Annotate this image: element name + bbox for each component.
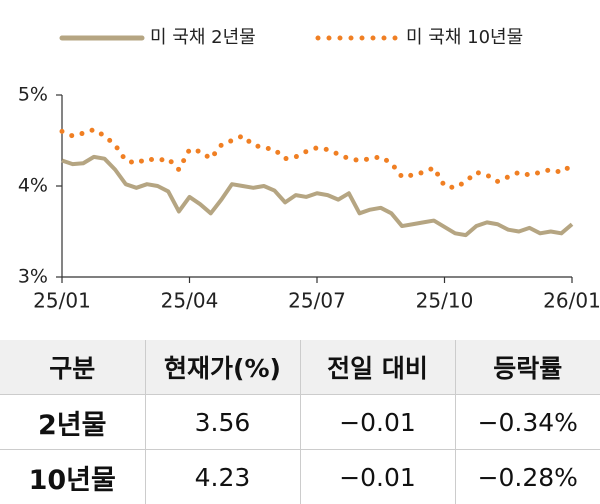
cell: 3.56 bbox=[144, 394, 300, 450]
header-row: 구분 현재가(%) 전일 대비 등락률 bbox=[0, 340, 600, 395]
series-line bbox=[61, 154, 574, 238]
cell: −0.28% bbox=[454, 449, 600, 504]
table-row: 2년물 3.56 −0.01 −0.34% bbox=[0, 394, 600, 450]
legend-label: 미 국채 2년물 bbox=[150, 27, 256, 48]
header-cell: 전일 대비 bbox=[299, 340, 455, 395]
y-tick-label: 3% bbox=[18, 266, 48, 288]
x-tick-label: 25/10 bbox=[416, 289, 474, 313]
header-cell: 등락률 bbox=[454, 340, 600, 395]
cell: −0.34% bbox=[454, 394, 600, 450]
price-table: 구분 현재가(%) 전일 대비 등락률 2년물 3.56 −0.01 −0.34… bbox=[0, 340, 600, 504]
row-label: 10년물 bbox=[0, 449, 145, 504]
chart: 3% 4% 5% 25/01 25/04 25/07 25/10 26/01 미 국채 2년물 미… bbox=[18, 27, 600, 313]
cell: −0.01 bbox=[299, 449, 455, 504]
cell: 4.23 bbox=[144, 449, 300, 504]
x-tick-label: 25/04 bbox=[161, 289, 219, 313]
series-line bbox=[59, 127, 575, 191]
row-label: 2년물 bbox=[0, 394, 145, 450]
x-tick-label: 25/07 bbox=[288, 289, 346, 313]
y-tick-label: 4% bbox=[18, 175, 48, 197]
legend-label: 미 국채 10년물 bbox=[406, 27, 523, 48]
x-tick-label: 26/01 bbox=[543, 289, 600, 313]
cell: −0.01 bbox=[299, 394, 455, 450]
y-tick-label: 5% bbox=[18, 84, 48, 106]
header-cell: 구분 bbox=[0, 340, 145, 395]
x-tick-label: 25/01 bbox=[33, 289, 91, 313]
header-cell: 현재가(%) bbox=[144, 340, 300, 395]
table-row: 10년물 4.23 −0.01 −0.28% bbox=[0, 449, 600, 504]
